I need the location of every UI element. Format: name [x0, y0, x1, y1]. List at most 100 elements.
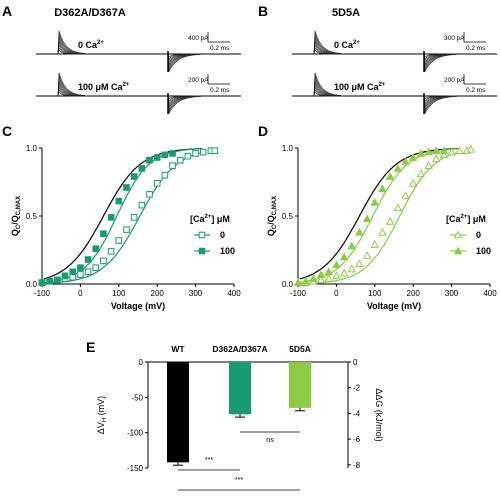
data-point-triangle: [393, 203, 403, 212]
y-tick-label-right: -2: [353, 384, 361, 393]
category-label-2: 5D5A: [289, 344, 311, 354]
y-label-main: Q: [266, 229, 276, 236]
trace-group-a-1: 100 μM Ca2+ 200 pA0.2 ms: [36, 72, 241, 115]
data-point-square: [146, 190, 153, 198]
data-point-triangle: [453, 246, 463, 255]
data-point-square: [100, 257, 107, 265]
legend-label-0: 0: [220, 230, 225, 240]
y-tick-label-right: -4: [353, 409, 361, 418]
data-point-square: [115, 197, 123, 205]
data-point-triangle: [332, 271, 341, 280]
data-point-square: [153, 180, 161, 187]
data-point-triangle: [301, 276, 310, 285]
y-axis-label: QC/QC,MAX: [10, 196, 22, 236]
data-point-triangle: [324, 267, 333, 276]
data-point-square: [130, 214, 138, 221]
panel-a-title: D362A/D367A: [54, 7, 126, 19]
trace-label-sup: 2+: [97, 40, 104, 46]
data-point-square: [146, 156, 153, 164]
trace-group-b-1: 100 μM Ca2+ 200 pA0.2 ms: [292, 72, 497, 115]
on-transient-trace: [57, 30, 86, 55]
y-tick-label-left: -150: [127, 464, 144, 473]
data-point-square: [61, 272, 69, 280]
data-point-triangle: [416, 169, 426, 178]
data-point-square: [92, 264, 100, 271]
x-tick-label: 200: [407, 289, 421, 298]
on-transient-trace: [57, 33, 85, 55]
data-point-triangle: [347, 241, 357, 250]
trace-label-sup: 2+: [379, 82, 386, 88]
off-transient-trace: [423, 53, 457, 73]
bar-0: [167, 362, 189, 463]
data-point-square: [192, 150, 199, 157]
significance-label: ***: [235, 477, 243, 484]
data-point-square: [138, 165, 146, 172]
scale-time-label: 0.2 ms: [210, 87, 230, 94]
data-point-square: [161, 151, 169, 159]
scale-time-label: 0.2 ms: [466, 87, 486, 94]
on-transient-trace: [313, 72, 342, 97]
data-point-square: [69, 268, 77, 276]
panel-letter-d: D: [258, 123, 268, 139]
data-point-square: [169, 150, 176, 157]
trace-label: 100 μM Ca2+: [78, 82, 130, 92]
on-transient-trace: [313, 75, 341, 97]
x-axis-label: Voltage (mV): [367, 301, 421, 311]
y-label-mid: /Q: [266, 215, 276, 225]
y-label-sub: C,MAX: [272, 196, 278, 215]
off-transient-trace: [167, 53, 201, 73]
data-point-triangle: [408, 178, 418, 187]
y-label-main: Q: [10, 229, 20, 236]
x-tick-label: -100: [34, 289, 51, 298]
y-tick-label: 0.0: [26, 280, 38, 289]
y-tick-label: 0.5: [26, 212, 38, 221]
data-point-square: [69, 273, 77, 281]
trace-label: 0 Ca2+: [334, 40, 360, 50]
y-label-sub: H: [102, 418, 108, 422]
data-point-triangle: [362, 251, 372, 259]
data-point-triangle: [431, 154, 441, 163]
x-axis-label: Voltage (mV): [111, 301, 165, 311]
series-0-points: [293, 144, 476, 286]
data-point-triangle: [466, 144, 476, 153]
wt-fit-curve: [43, 148, 203, 280]
data-point-triangle: [355, 259, 364, 267]
legend-label-1: 100: [476, 246, 491, 256]
bar-2: [289, 362, 311, 408]
y-tick-label-right: -8: [353, 461, 361, 470]
data-point-square: [54, 276, 61, 284]
data-point-square: [84, 268, 92, 276]
legend-title: [Ca2+] μM: [190, 214, 230, 224]
data-point-triangle: [439, 146, 449, 155]
off-transient-trace: [423, 95, 457, 115]
y-label-pre: ΔV: [96, 422, 106, 434]
series-1-points: [293, 146, 449, 286]
y-label-mid: /Q: [10, 215, 20, 225]
data-point-triangle: [431, 146, 441, 155]
data-point-square: [184, 152, 192, 160]
x-tick-label: 0: [334, 289, 339, 298]
data-point-square: [107, 214, 115, 221]
fit-curve-series-0: [43, 151, 203, 284]
panel-letter-b: B: [258, 3, 268, 19]
legend-title-end: ] μM: [467, 214, 486, 224]
data-point-triangle: [370, 240, 380, 248]
scale-current-label: 300 pA: [444, 35, 465, 42]
legend-title-text: [Ca: [446, 214, 461, 224]
on-transient-trace: [57, 75, 85, 97]
y-label-sub: C: [272, 224, 278, 229]
data-point-triangle: [362, 214, 372, 223]
legend-title-sup: 2+: [461, 214, 468, 220]
scale-current-label: 200 pA: [188, 77, 209, 84]
y-tick-label-left: -50: [131, 393, 143, 402]
x-tick-label: 400: [227, 289, 241, 298]
bar-1: [229, 362, 251, 415]
data-point-square: [153, 154, 161, 161]
data-point-triangle: [316, 275, 326, 284]
fit-curve-series-1: [299, 148, 459, 283]
trace-label: 0 Ca2+: [78, 40, 104, 50]
fit-curve-series-1: [43, 148, 203, 284]
significance-label: ns: [266, 437, 274, 444]
trace-label-sup: 2+: [123, 82, 130, 88]
data-point-triangle: [370, 197, 380, 206]
